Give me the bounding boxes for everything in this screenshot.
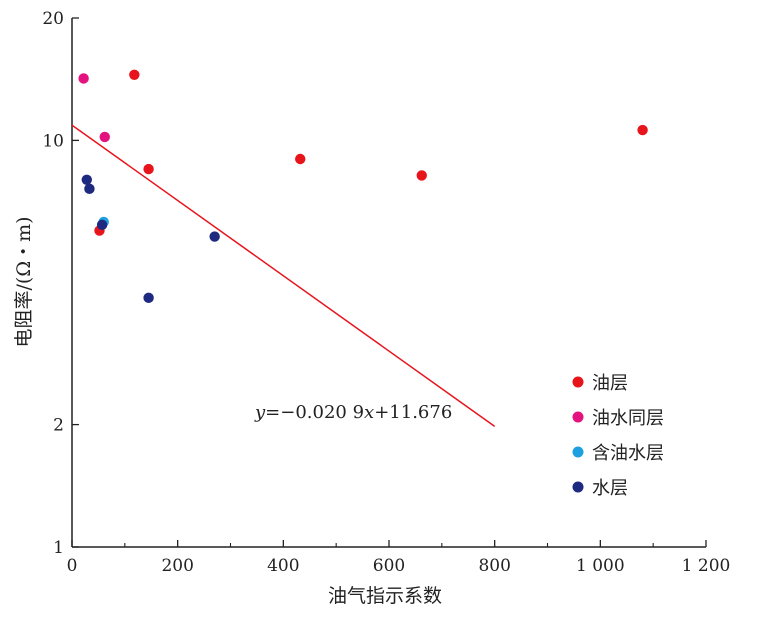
legend-marker	[572, 376, 584, 388]
legend-label: 含油水层	[592, 443, 664, 464]
data-point-series-3	[84, 183, 95, 195]
legend-marker	[572, 446, 584, 458]
axes	[71, 18, 706, 548]
fit-line	[71, 124, 496, 427]
x-tick-label: 400	[267, 556, 299, 576]
x-tick-label: 1 200	[682, 556, 731, 576]
data-point-series-1	[78, 73, 89, 84]
fit-line-group	[71, 124, 496, 427]
y-tick-label: 10	[42, 131, 64, 151]
data-point-series-0	[295, 153, 306, 165]
data-point-series-0	[416, 170, 427, 181]
tick-marks	[71, 17, 707, 548]
fit-equation-body: =−0.020 9	[265, 402, 364, 423]
legend-marker	[572, 481, 584, 493]
x-tick-label: 800	[478, 556, 510, 576]
data-points	[78, 69, 648, 304]
y-tick-label: 20	[42, 9, 64, 29]
x-tick-label: 1 000	[576, 556, 625, 576]
data-point-series-3	[96, 219, 108, 231]
data-point-series-3	[143, 292, 154, 304]
data-point-series-0	[129, 69, 140, 80]
data-point-series-1	[99, 131, 110, 143]
fit-equation-y: y	[254, 402, 266, 423]
tick-labels: 0 200 400 600 800 1 000 1 200 1 2 10 20	[42, 9, 730, 576]
legend-label: 油层	[592, 373, 628, 394]
data-point-series-0	[143, 163, 154, 175]
x-axis-title: 油气指示系数	[328, 585, 442, 607]
x-tick-label: 200	[161, 556, 193, 576]
legend-marker	[572, 411, 584, 423]
x-tick-label: 0	[67, 556, 78, 576]
fit-equation-rest: +11.676	[374, 402, 452, 423]
legend-label: 水层	[592, 478, 628, 499]
fit-equation: y=−0.020 9x+11.676	[254, 402, 452, 423]
legend-label: 油水同层	[592, 408, 664, 429]
y-axis-title: 电阻率/(Ω・m)	[13, 217, 35, 348]
y-tick-label: 2	[53, 416, 64, 436]
fit-equation-x: x	[364, 402, 374, 423]
data-point-series-0	[637, 124, 648, 136]
data-point-series-3	[209, 231, 220, 242]
x-tick-label: 600	[373, 556, 405, 576]
y-tick-label: 1	[53, 538, 64, 558]
data-point-series-3	[81, 174, 92, 186]
